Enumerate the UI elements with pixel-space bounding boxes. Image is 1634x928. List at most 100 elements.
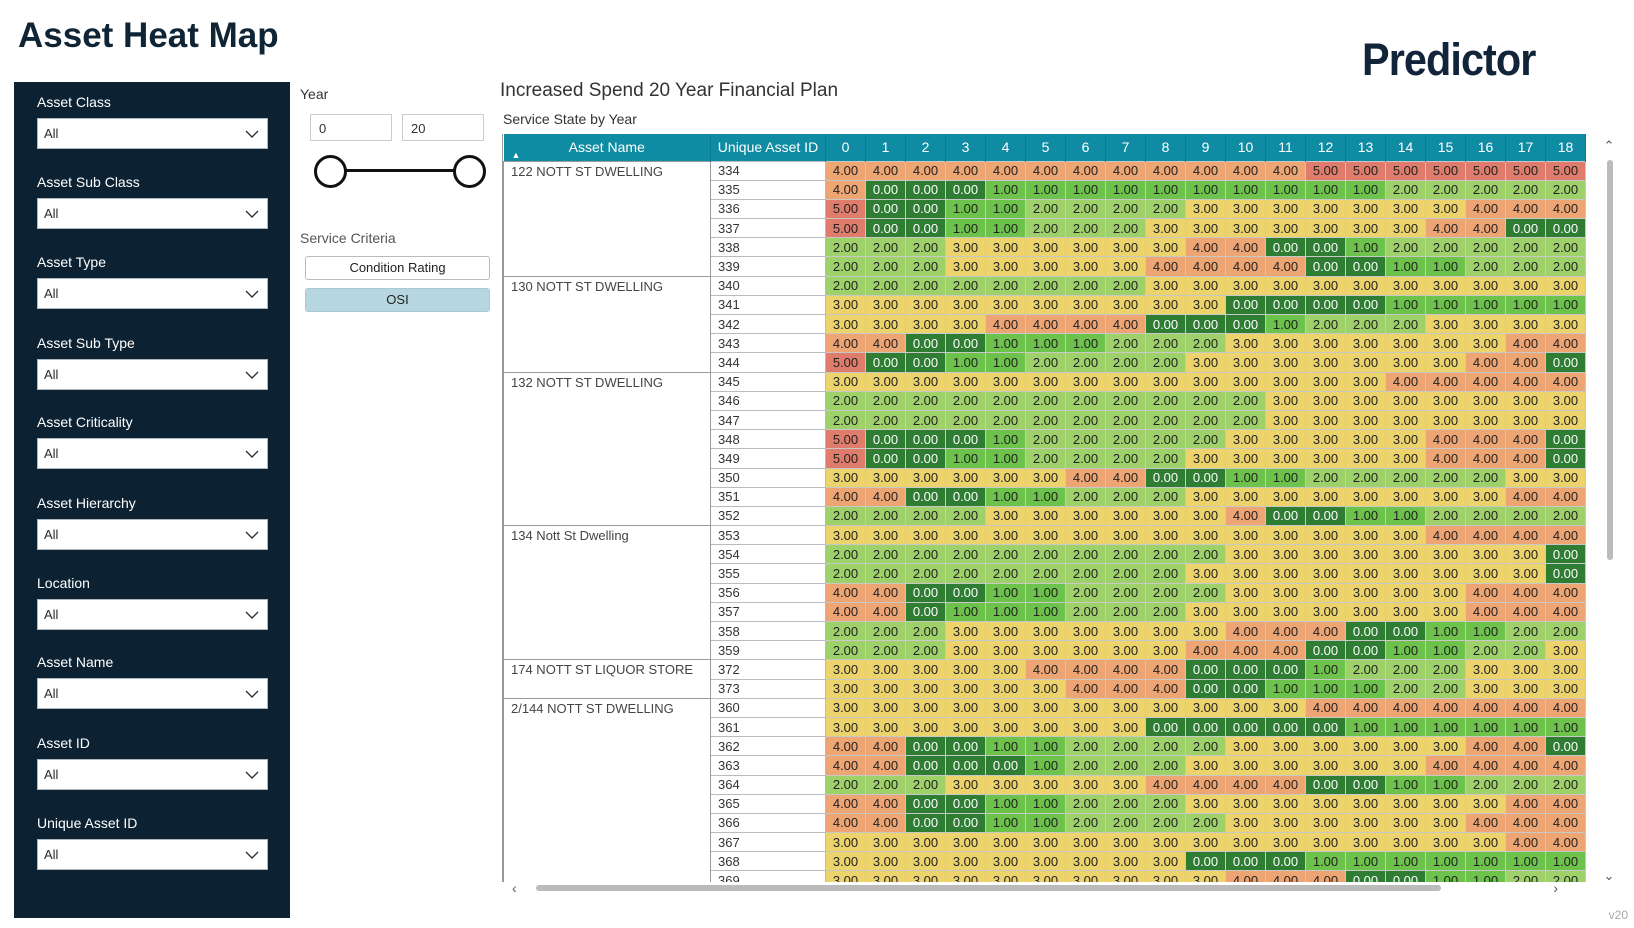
heat-cell: 1.00 (1185, 179, 1226, 200)
condition-rating-button[interactable]: Condition Rating (305, 256, 490, 280)
heat-cell: 3.00 (1385, 582, 1426, 603)
column-header-year[interactable]: 15 (1425, 134, 1466, 161)
heat-cell: 2.00 (1545, 620, 1586, 642)
scroll-down-icon[interactable]: ⌄ (1603, 868, 1615, 883)
heat-cell: 0.00 (1185, 467, 1226, 488)
heat-cell: 4.00 (1505, 448, 1546, 469)
heat-cell: 1.00 (945, 198, 986, 220)
column-header-unique-asset-id[interactable]: Unique Asset ID (710, 134, 826, 161)
asset-sub-type-dropdown[interactable]: All (37, 359, 268, 390)
column-header-year[interactable]: 18 (1545, 134, 1586, 161)
asset-name-dropdown[interactable]: All (37, 678, 268, 709)
vertical-scrollbar[interactable]: ⌃ ⌄ (1602, 138, 1616, 884)
column-header-year[interactable]: 0 (825, 134, 866, 161)
heat-cell: 3.00 (1265, 429, 1306, 450)
year-max-input[interactable]: 20 (402, 114, 484, 141)
heat-cell: 4.00 (865, 601, 906, 623)
vertical-scroll-thumb[interactable] (1607, 160, 1613, 560)
unique-asset-id-dropdown[interactable]: All (37, 839, 268, 870)
heat-cell: 0.00 (905, 333, 946, 354)
column-header-year[interactable]: 11 (1265, 134, 1306, 161)
heat-cell: 3.00 (1345, 486, 1386, 507)
heat-cell: 4.00 (1305, 620, 1346, 642)
column-header-year[interactable]: 1 (865, 134, 906, 161)
heat-cell: 3.00 (1465, 486, 1506, 507)
heat-cell: 4.00 (865, 736, 906, 757)
heat-cell: 2.00 (1065, 601, 1106, 623)
heat-cell: 2.00 (1505, 640, 1546, 661)
heat-cell: 3.00 (1425, 313, 1466, 335)
column-header-year[interactable]: 12 (1305, 134, 1346, 161)
table-row: 356 4.00 4.00 0.00 0.00 1.00 1.00 2.00 2.00 2.00 2… (504, 582, 1586, 603)
heat-cell: 3.00 (1345, 525, 1386, 546)
heat-cell: 3.00 (1265, 275, 1306, 296)
heat-cell: 0.00 (905, 352, 946, 373)
heat-cell: 0.00 (1185, 678, 1226, 699)
column-header-year[interactable]: 2 (905, 134, 946, 161)
column-header-year[interactable]: 13 (1345, 134, 1386, 161)
heat-cell: 4.00 (985, 160, 1026, 181)
heat-cell: 1.00 (945, 448, 986, 469)
scroll-up-icon[interactable]: ⌃ (1603, 138, 1615, 153)
horizontal-scrollbar[interactable]: ‹ › (502, 880, 1600, 896)
heat-cell: 1.00 (1025, 601, 1066, 623)
heat-cell: 3.00 (1385, 563, 1426, 584)
slicer-label: Location (37, 575, 90, 591)
asset-id-dropdown[interactable]: All (37, 759, 268, 790)
osi-button[interactable]: OSI (305, 288, 490, 312)
heat-cell: 2.00 (1025, 409, 1066, 431)
column-header-year[interactable]: 10 (1225, 134, 1266, 161)
heat-cell: 1.00 (1345, 237, 1386, 258)
column-header-year[interactable]: 6 (1065, 134, 1106, 161)
year-slider-min-handle[interactable] (314, 155, 347, 188)
heat-cell: 4.00 (1505, 333, 1546, 354)
column-header-year[interactable]: 17 (1505, 134, 1546, 161)
heat-cell: 4.00 (865, 812, 906, 834)
asset-criticality-dropdown[interactable]: All (37, 438, 268, 469)
column-header-year[interactable]: 4 (985, 134, 1026, 161)
column-header-year[interactable]: 3 (945, 134, 986, 161)
heat-cell: 4.00 (1425, 525, 1466, 546)
column-header-asset-name[interactable]: Asset Name ▲ (503, 134, 711, 161)
heat-cell: 2.00 (1185, 390, 1226, 411)
heat-cell: 4.00 (1185, 774, 1226, 795)
scroll-right-icon[interactable]: › (1553, 880, 1558, 896)
asset-type-dropdown[interactable]: All (37, 278, 268, 309)
column-header-year[interactable]: 9 (1185, 134, 1226, 161)
column-header-year[interactable]: 16 (1465, 134, 1506, 161)
location-dropdown[interactable]: All (37, 599, 268, 630)
unique-asset-id-cell: 342 (710, 313, 826, 335)
heat-cell: 2.00 (1385, 467, 1426, 488)
column-header-year[interactable]: 8 (1145, 134, 1186, 161)
heat-cell: 3.00 (1385, 832, 1426, 853)
heat-cell: 3.00 (1345, 832, 1386, 853)
scroll-left-icon[interactable]: ‹ (512, 880, 517, 896)
heat-cell: 4.00 (865, 755, 906, 776)
column-header-year[interactable]: 14 (1385, 134, 1426, 161)
heat-cell: 4.00 (865, 793, 906, 814)
heat-cell: 2.00 (1465, 237, 1506, 258)
heat-cell: 4.00 (1545, 812, 1586, 834)
heat-cell: 3.00 (1545, 275, 1586, 296)
heat-cell: 3.00 (1065, 697, 1106, 718)
column-header-year[interactable]: 5 (1025, 134, 1066, 161)
heat-cell: 2.00 (985, 390, 1026, 411)
heat-cell: 0.00 (905, 486, 946, 507)
asset-sub-class-dropdown[interactable]: All (37, 198, 268, 229)
unique-asset-id-cell: 355 (710, 563, 826, 584)
heat-cell: 2.00 (1025, 563, 1066, 584)
asset-class-dropdown[interactable]: All (37, 118, 268, 149)
year-min-input[interactable]: 0 (310, 114, 392, 141)
year-slider-track[interactable] (330, 169, 465, 172)
table-row: 347 2.00 2.00 2.00 2.00 2.00 2.00 2.00 2.00 2.00 2… (504, 409, 1586, 431)
heat-cell: 5.00 (1345, 160, 1386, 181)
horizontal-scroll-thumb[interactable] (536, 885, 1441, 891)
heat-cell: 3.00 (1225, 601, 1266, 623)
column-header-year[interactable]: 7 (1105, 134, 1146, 161)
asset-hierarchy-dropdown[interactable]: All (37, 519, 268, 550)
slicer-label: Asset Name (37, 654, 114, 670)
year-slider-max-handle[interactable] (453, 155, 486, 188)
heat-cell: 4.00 (1025, 160, 1066, 181)
heat-cell: 4.00 (1065, 659, 1106, 680)
chevron-down-icon (245, 450, 259, 458)
